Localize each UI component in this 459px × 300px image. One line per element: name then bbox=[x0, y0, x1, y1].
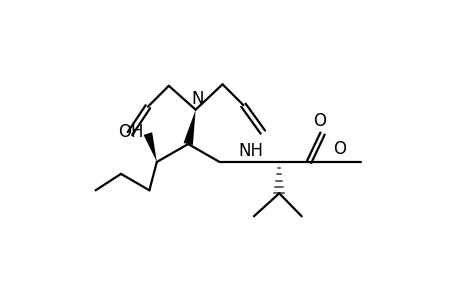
Polygon shape bbox=[143, 132, 157, 162]
Text: N: N bbox=[190, 90, 203, 108]
Text: O: O bbox=[332, 140, 345, 158]
Text: O: O bbox=[313, 112, 325, 130]
Text: OH: OH bbox=[118, 123, 143, 141]
Polygon shape bbox=[183, 110, 195, 145]
Text: NH: NH bbox=[238, 142, 263, 160]
